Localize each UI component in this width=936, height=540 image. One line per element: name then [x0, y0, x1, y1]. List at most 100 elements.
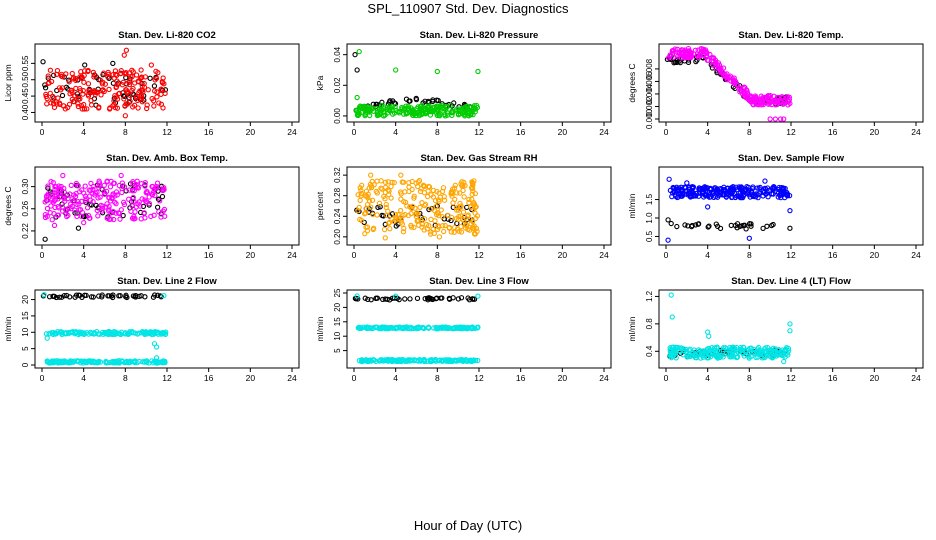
- data-point-black: [67, 294, 73, 300]
- data-point-magenta: [95, 195, 101, 201]
- data-point-red: [126, 81, 133, 88]
- x-tick-label: 8: [435, 250, 440, 260]
- data-point-orange: [431, 230, 437, 237]
- data-point-green: [416, 108, 423, 115]
- data-point-blue: [762, 178, 768, 184]
- data-points: [667, 292, 793, 365]
- data-point-orange: [460, 182, 466, 188]
- data-point-black: [448, 217, 454, 224]
- data-point-black: [674, 59, 680, 66]
- data-point-orange: [386, 219, 393, 226]
- data-point-orange: [359, 182, 365, 188]
- data-point-orange: [356, 204, 362, 211]
- data-point-magenta: [713, 65, 719, 71]
- data-point-magenta: [138, 216, 144, 222]
- data-point-orange: [413, 213, 419, 220]
- data-point-green: [381, 113, 387, 119]
- data-point-magenta: [712, 57, 719, 63]
- y-axis-label: Licor ppm: [3, 64, 13, 101]
- panel-title: Stan. Dev. Gas Stream RH: [420, 153, 537, 164]
- data-point-red: [54, 68, 61, 74]
- data-point-orange: [465, 212, 471, 218]
- data-point-orange: [388, 195, 394, 201]
- panel-title: Stan. Dev. Li-820 Temp.: [738, 30, 843, 41]
- plot-frame: [658, 166, 924, 246]
- data-point-magenta: [74, 213, 80, 219]
- data-point-red: [122, 113, 128, 119]
- x-tick-label: 12: [786, 250, 796, 260]
- data-point-cyan-lower: [153, 355, 160, 361]
- data-point-blue: [752, 194, 759, 200]
- data-point-magenta: [158, 214, 164, 220]
- data-point-cyan-lower: [424, 358, 430, 364]
- data-point-cyan: [751, 349, 757, 356]
- data-point-magenta: [710, 61, 716, 68]
- data-point-cyan-upper: [153, 344, 160, 350]
- data-point-black: [705, 224, 711, 230]
- data-point-red: [156, 100, 162, 106]
- data-point-green: [366, 112, 373, 119]
- data-point-red: [118, 70, 124, 77]
- data-point-green: [403, 111, 409, 117]
- data-point-cyan-upper: [366, 325, 372, 331]
- data-point-magenta: [57, 186, 63, 192]
- data-point-orange: [433, 212, 440, 218]
- data-point-red: [66, 79, 72, 85]
- data-point-cyan: [691, 352, 697, 358]
- data-point-magenta: [718, 70, 724, 76]
- x-tick-label: 8: [747, 373, 752, 383]
- data-point-red: [158, 86, 164, 92]
- data-point-magenta: [121, 201, 128, 208]
- data-point-orange: [386, 220, 392, 226]
- data-point-green: [354, 107, 360, 113]
- data-point-black: [739, 223, 745, 229]
- data-point-cyan: [727, 344, 733, 351]
- data-point-blue: [757, 184, 763, 191]
- data-point-green: [367, 107, 373, 113]
- data-point-orange: [362, 210, 369, 216]
- data-point-cyan-lower: [445, 358, 452, 365]
- data-point-magenta: [784, 94, 791, 100]
- data-point-cyan-upper: [154, 330, 160, 336]
- data-point-cyan-upper: [446, 325, 453, 331]
- x-tick-label: 16: [516, 250, 526, 260]
- data-point-green: [393, 107, 399, 114]
- data-point-cyan-lower: [475, 357, 481, 364]
- data-point-orange: [388, 183, 394, 190]
- x-tick-label: 16: [516, 373, 526, 383]
- data-point-orange: [374, 190, 380, 196]
- data-point-red: [138, 67, 144, 73]
- data-point-red: [88, 102, 95, 108]
- data-point-magenta: [685, 45, 692, 52]
- data-point-cyan-upper: [151, 329, 157, 335]
- data-point-red: [139, 74, 145, 80]
- data-point-cyan-upper: [46, 330, 52, 337]
- x-tick-label: 8: [123, 127, 128, 137]
- data-point-red: [45, 73, 51, 79]
- data-point-red: [118, 67, 124, 74]
- data-point-cyan-lower: [371, 357, 377, 363]
- data-point-cyan-upper: [393, 326, 399, 332]
- data-point-black: [682, 222, 688, 228]
- data-point-orange: [406, 180, 412, 186]
- data-point-magenta: [722, 73, 729, 79]
- data-point-green: [357, 104, 363, 110]
- data-point-orange: [419, 199, 425, 206]
- data-point-red: [63, 71, 69, 77]
- data-point-magenta: [83, 196, 89, 202]
- data-point-blue: [740, 193, 747, 199]
- data-point-black: [365, 296, 371, 303]
- data-point-green: [384, 107, 390, 113]
- data-point-cyan: [734, 354, 740, 360]
- data-point-black: [354, 67, 360, 73]
- data-point-red: [62, 106, 69, 112]
- data-point-blue: [696, 185, 702, 191]
- y-tick-label: 0.04: [333, 46, 342, 62]
- data-point-cyan: [707, 347, 713, 353]
- data-point-blue: [685, 190, 691, 197]
- data-point-black: [428, 296, 435, 302]
- data-point-red: [131, 102, 138, 108]
- data-point-magenta: [96, 185, 102, 191]
- data-point-cyan: [758, 350, 764, 357]
- data-point-orange: [461, 179, 467, 186]
